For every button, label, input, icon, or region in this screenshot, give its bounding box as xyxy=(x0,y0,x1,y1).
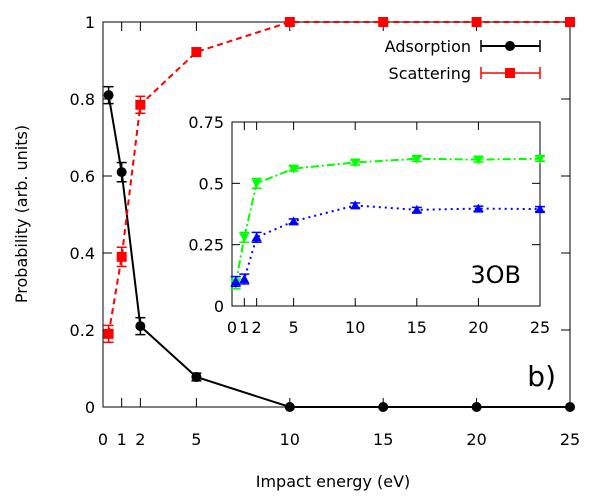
data-point xyxy=(135,99,146,110)
y-tick-label: 0.6 xyxy=(70,167,95,186)
data-point xyxy=(239,274,250,284)
x-tick-label: 20 xyxy=(468,318,488,337)
y-tick-label: 0.8 xyxy=(70,90,95,109)
y-tick-label: 0 xyxy=(85,398,95,417)
data-point xyxy=(535,154,545,164)
main-x-axis-title: Impact energy (eV) xyxy=(256,472,411,491)
x-tick-label: 10 xyxy=(345,318,365,337)
data-point xyxy=(191,47,202,58)
data-point xyxy=(473,203,484,213)
data-point xyxy=(116,167,127,178)
data-point xyxy=(251,232,262,242)
x-tick-label: 25 xyxy=(560,430,580,449)
data-point xyxy=(135,321,146,332)
main-plot: 0 1 2 5 10 15 20 25 00.20.40.60.81 Probability … xyxy=(12,13,580,491)
y-tick-label: 0.25 xyxy=(188,236,224,255)
inset-plot: 0 1 2 5 10 15 20 25 00.250.50.75 3OB xyxy=(188,113,550,337)
data-point xyxy=(473,155,484,165)
x-tick-label: 1 xyxy=(117,430,127,449)
data-point xyxy=(535,204,545,214)
series-line-adsorption xyxy=(107,94,570,408)
data-point xyxy=(230,276,241,286)
x-tick-label: 15 xyxy=(373,430,393,449)
x-tick-label: 20 xyxy=(466,430,486,449)
x-tick-label: 0 xyxy=(227,318,237,337)
data-point xyxy=(350,158,361,168)
legend-label-adsorption: Adsorption xyxy=(385,37,471,56)
series-3ob-lower xyxy=(230,200,545,288)
y-tick-label: 0.5 xyxy=(199,174,224,193)
data-point xyxy=(471,402,482,412)
series-scattering xyxy=(103,17,575,344)
y-tick-label: 0.75 xyxy=(188,113,224,132)
main-y-axis-title: Probability (arb. units) xyxy=(12,125,31,303)
y-tick-label: 0.4 xyxy=(70,244,95,263)
inset-plot-frame xyxy=(231,121,541,307)
x-tick-label: 15 xyxy=(407,318,427,337)
data-point xyxy=(411,204,422,214)
data-point xyxy=(378,402,389,412)
inset-x-axis: 0 1 2 5 10 15 20 25 xyxy=(227,122,550,337)
inset-y-axis: 0 0.25 0.5 0.75 xyxy=(188,113,540,316)
data-point xyxy=(565,17,575,27)
data-point xyxy=(284,402,295,412)
data-point xyxy=(103,328,114,339)
legend-marker-adsorption xyxy=(480,40,541,52)
panel-label: b) xyxy=(527,360,556,393)
x-tick-label: 1 xyxy=(239,318,249,337)
data-point xyxy=(239,233,250,243)
series-line-scattering xyxy=(107,21,570,335)
data-point xyxy=(191,371,202,382)
data-point xyxy=(284,17,295,27)
main-series xyxy=(103,17,575,412)
data-point xyxy=(251,179,262,189)
data-point xyxy=(565,402,575,412)
data-point xyxy=(116,251,127,262)
legend-label-scattering: Scattering xyxy=(389,64,471,83)
data-point xyxy=(288,216,299,226)
x-tick-label: 0 xyxy=(98,430,108,449)
legend-marker-scattering xyxy=(480,67,541,79)
legend: Adsorption Scattering xyxy=(385,37,541,83)
data-point xyxy=(288,164,299,174)
y-tick-label: 0 xyxy=(214,297,224,316)
inset-series xyxy=(230,154,545,290)
x-tick-label: 5 xyxy=(289,318,299,337)
data-point xyxy=(411,154,422,164)
x-tick-label: 10 xyxy=(280,430,300,449)
x-tick-label: 2 xyxy=(252,318,262,337)
data-point xyxy=(378,17,389,27)
data-point xyxy=(350,200,361,210)
x-tick-label: 25 xyxy=(530,318,550,337)
data-point xyxy=(103,90,114,101)
y-tick-label: 0.2 xyxy=(70,321,95,340)
y-tick-label: 1 xyxy=(85,13,95,32)
main-y-axis: 0 0.2 0.4 0.6 0.8 1 xyxy=(70,13,570,417)
series-adsorption xyxy=(103,85,575,412)
data-point xyxy=(471,17,482,27)
x-tick-label: 2 xyxy=(135,430,145,449)
inset-label: 3OB xyxy=(470,261,521,289)
x-tick-label: 5 xyxy=(191,430,201,449)
